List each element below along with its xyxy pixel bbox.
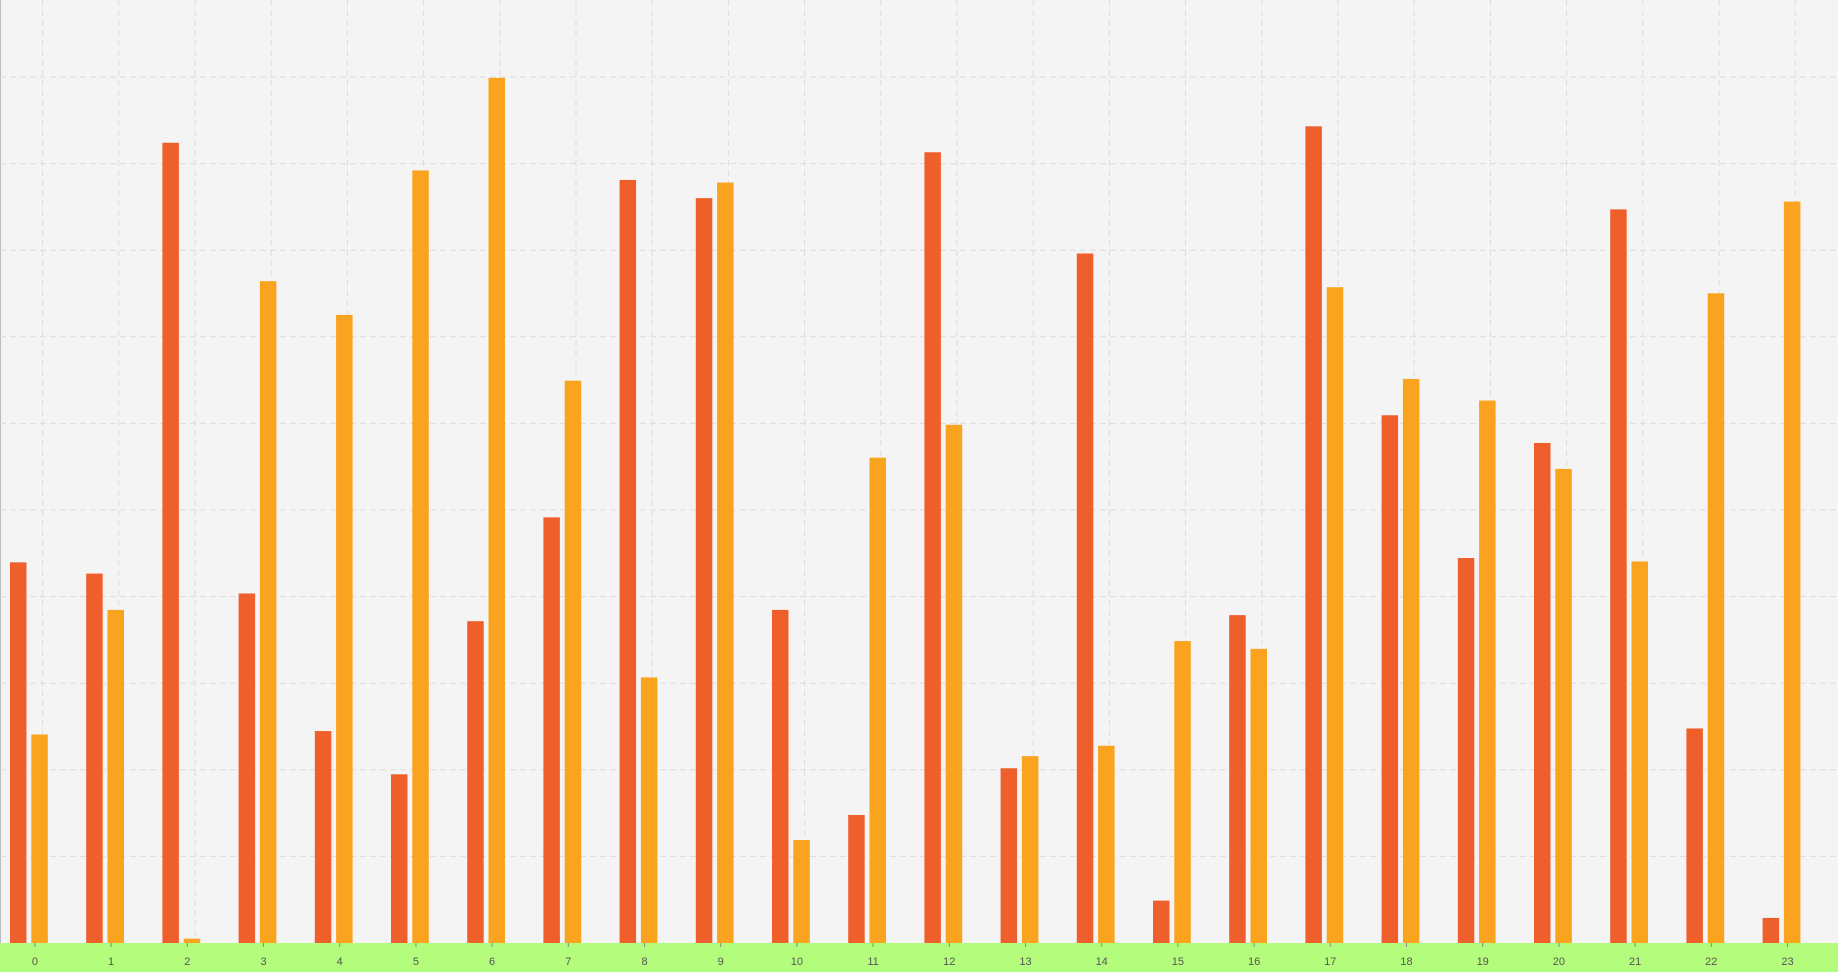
- bar-series-2-cat-8: [640, 677, 658, 943]
- x-tick-label: 23: [1781, 956, 1793, 968]
- x-tick-label: 19: [1477, 956, 1489, 968]
- x-tick-label: 7: [565, 956, 571, 968]
- bar-series-2-cat-13: [1021, 756, 1039, 943]
- bar-series-2-cat-3: [259, 281, 277, 943]
- bar-series-2-cat-23: [1783, 201, 1801, 944]
- x-tick-label: 22: [1705, 956, 1717, 968]
- x-tick-label: 21: [1629, 956, 1641, 968]
- bar-series-1-cat-16: [1229, 615, 1246, 943]
- bar-series-1-cat-14: [1076, 253, 1094, 943]
- bar-series-1-cat-0: [10, 562, 27, 943]
- bar-series-1-cat-2: [162, 142, 179, 944]
- bar-series-2-cat-17: [1326, 287, 1344, 943]
- x-tick-label: 0: [32, 956, 38, 968]
- bar-series-1-cat-5: [391, 774, 408, 943]
- bar-series-1-cat-13: [1000, 768, 1018, 943]
- x-tick-label: 14: [1096, 956, 1108, 968]
- bars: [10, 77, 1801, 944]
- bar-series-2-cat-9: [717, 182, 734, 943]
- x-tick-label: 8: [641, 956, 647, 968]
- bar-series-1-cat-12: [924, 152, 941, 943]
- bar-series-1-cat-4: [314, 731, 332, 943]
- bar-series-2-cat-7: [564, 380, 582, 944]
- bar-series-1-cat-7: [543, 517, 560, 943]
- bar-series-1-cat-10: [772, 609, 789, 943]
- bar-series-1-cat-11: [848, 814, 865, 943]
- bar-series-1-cat-21: [1610, 209, 1627, 944]
- x-tick-label: 13: [1019, 956, 1031, 968]
- x-tick-label: 1: [108, 956, 114, 968]
- x-tick-label: 9: [718, 956, 724, 968]
- x-tick-label: 12: [943, 956, 955, 968]
- x-tick-label: 18: [1400, 956, 1412, 968]
- x-tick-label: 6: [489, 956, 495, 968]
- bar-series-2-cat-14: [1098, 745, 1115, 943]
- bar-series-2-cat-10: [793, 840, 810, 943]
- x-tick-label: 15: [1172, 956, 1184, 968]
- bar-series-2-cat-4: [336, 314, 353, 943]
- bar-series-1-cat-1: [86, 573, 103, 943]
- x-tick-label: 10: [791, 956, 803, 968]
- x-tick-label: 2: [184, 956, 190, 968]
- bar-series-2-cat-1: [107, 609, 124, 943]
- bar-series-1-cat-23: [1762, 917, 1780, 943]
- bar-series-1-cat-3: [238, 593, 256, 943]
- bar-series-2-cat-20: [1555, 468, 1572, 943]
- x-tick-label: 20: [1553, 956, 1565, 968]
- x-tick-label: 11: [867, 956, 878, 968]
- bar-series-2-cat-22: [1707, 293, 1725, 944]
- x-axis-tick-labels: 0 1 2 3 4 5 6 7 8 9 10 11 12 13 14 15 16 17 18 19 20 21 22 23: [32, 943, 1794, 968]
- x-tick-label: 4: [337, 956, 343, 968]
- bar-series-2-cat-2: [183, 938, 201, 943]
- bar-series-2-cat-12: [945, 424, 963, 943]
- bar-series-2-cat-16: [1250, 648, 1267, 943]
- bar-series-1-cat-19: [1457, 558, 1475, 943]
- bar-series-2-cat-15: [1174, 641, 1191, 943]
- bar-series-2-cat-6: [488, 77, 505, 944]
- x-tick-label: 16: [1248, 956, 1260, 968]
- x-tick-label: 5: [413, 956, 419, 968]
- bar-series-2-cat-18: [1402, 378, 1420, 943]
- bar-series-2-cat-0: [31, 734, 48, 943]
- bar-series-1-cat-17: [1305, 126, 1322, 944]
- bar-series-1-cat-8: [619, 179, 637, 944]
- bar-series-1-cat-15: [1153, 900, 1170, 943]
- x-axis-band: [0, 943, 1838, 972]
- bar-series-2-cat-21: [1631, 561, 1648, 943]
- x-tick-label: 3: [260, 956, 266, 968]
- bar-series-2-cat-19: [1479, 400, 1496, 943]
- bar-series-1-cat-22: [1686, 728, 1703, 943]
- bar-series-1-cat-18: [1381, 415, 1399, 943]
- bar-series-1-cat-20: [1534, 442, 1551, 943]
- bar-series-1-cat-9: [695, 198, 713, 943]
- x-tick-label: 17: [1324, 956, 1336, 968]
- bar-series-2-cat-11: [869, 457, 886, 943]
- bar-series-1-cat-6: [467, 621, 484, 943]
- plot-background: [0, 0, 1838, 943]
- bar-series-2-cat-5: [412, 170, 429, 943]
